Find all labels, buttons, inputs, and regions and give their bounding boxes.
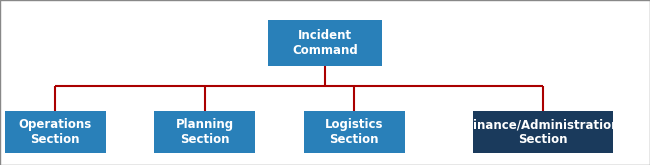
FancyBboxPatch shape [473, 111, 612, 153]
Text: Operations
Section: Operations Section [19, 118, 92, 146]
FancyBboxPatch shape [304, 111, 404, 153]
FancyBboxPatch shape [155, 111, 255, 153]
Text: Logistics
Section: Logistics Section [325, 118, 384, 146]
Text: Finance/Administration
Section: Finance/Administration Section [465, 118, 620, 146]
FancyBboxPatch shape [268, 20, 382, 66]
FancyBboxPatch shape [5, 111, 105, 153]
Text: Incident
Command: Incident Command [292, 29, 358, 57]
Text: Planning
Section: Planning Section [176, 118, 234, 146]
